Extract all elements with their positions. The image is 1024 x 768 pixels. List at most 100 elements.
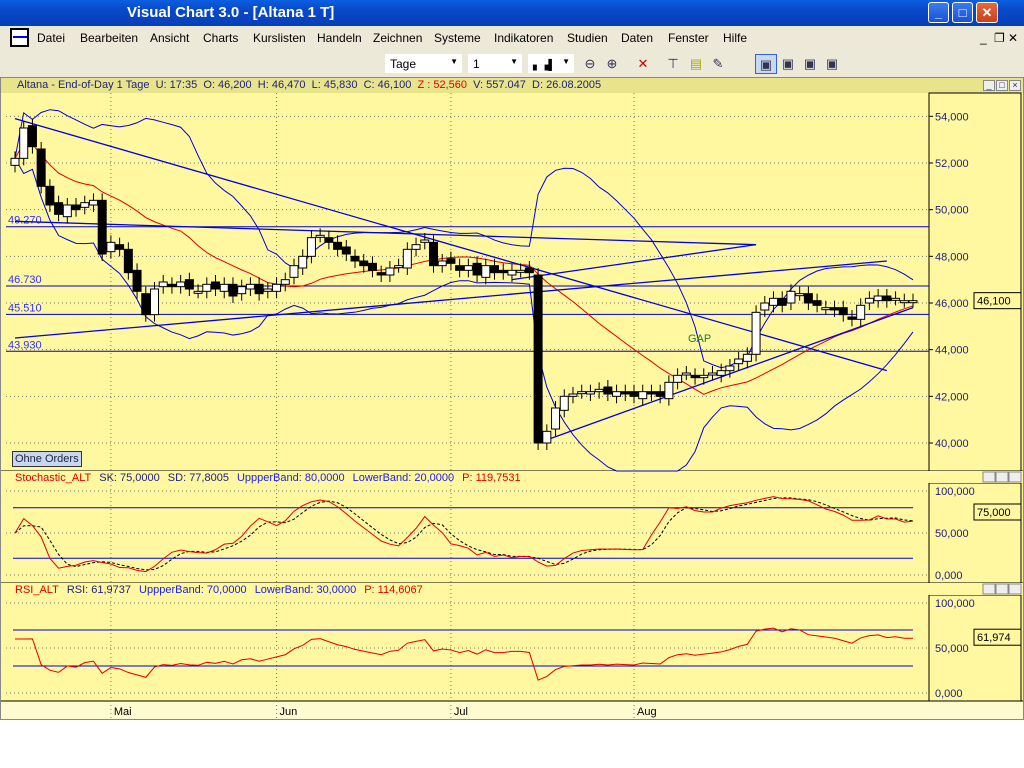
menu-hilfe[interactable]: Hilfe [723, 31, 748, 45]
layout-2-icon[interactable]: ▣ [781, 56, 795, 71]
gap-label: GAP [688, 333, 711, 345]
candle-body [411, 244, 421, 250]
month-label: Jun [280, 706, 298, 718]
pane-control [995, 471, 1009, 483]
menu-handeln[interactable]: Handeln [317, 31, 362, 45]
trendline [14, 220, 757, 246]
candle-body [367, 262, 377, 271]
maximize-button[interactable]: □ [952, 2, 973, 23]
candle-body [446, 258, 456, 264]
window-title: Visual Chart 3.0 - [Altana 1 T] [127, 4, 335, 21]
month-label: Jul [454, 706, 468, 718]
mdi-minimize[interactable]: _ [980, 31, 987, 45]
menu-zeichnen[interactable]: Zeichnen [373, 31, 423, 45]
y-tick-label: 46,000 [935, 298, 969, 310]
candle-body [742, 353, 752, 362]
select-icon[interactable]: ⊤ [667, 56, 679, 71]
candle-body [664, 381, 674, 400]
candle-body [298, 255, 308, 269]
menu-fenster[interactable]: Fenster [668, 31, 709, 45]
indicator-header-p: P: 119,7531 [462, 472, 521, 484]
toolbar: Tage ▼ 1 ▼ ▖▗▌ ▼ ⊖ ⊕ ✕ ⊤ ▤ ✎ ▣ ▣ ▣ ▣ [0, 51, 1024, 77]
update-time: U: 17:35 [155, 79, 198, 91]
close-button[interactable]: ✕ [976, 2, 998, 23]
mdi-restore[interactable]: ❐ [994, 31, 1005, 45]
candle-body [690, 374, 700, 379]
crosshair-icon[interactable]: ✕ [637, 56, 649, 71]
candle-body [272, 283, 282, 292]
menu-kurslisten[interactable]: Kurslisten [253, 31, 306, 45]
menu-studien[interactable]: Studien [567, 31, 608, 45]
y-tick-label: 44,000 [935, 345, 969, 357]
time-axis-bg [1, 701, 1023, 719]
period-select[interactable]: Tage ▼ [385, 54, 462, 73]
candle-body [167, 283, 177, 288]
panel-header-bg [1, 471, 1023, 483]
menu-indikatoren[interactable]: Indikatoren [494, 31, 554, 45]
candle-body [673, 374, 683, 383]
candle-body [638, 391, 648, 400]
menu-daten[interactable]: Daten [621, 31, 654, 45]
menu-ansicht[interactable]: Ansicht [150, 31, 190, 45]
bollinger-lower-line [14, 158, 914, 472]
chart-type-select[interactable]: ▖▗▌ ▼ [528, 54, 574, 73]
menu-datei[interactable]: Datei [37, 31, 66, 45]
candle-body [620, 391, 630, 395]
interval-select[interactable]: 1 ▼ [468, 54, 522, 73]
panel-header-bg [1, 583, 1023, 595]
candle-body [123, 248, 133, 274]
candle-body [629, 391, 639, 397]
candle-body [228, 283, 238, 297]
zoom-in-icon[interactable]: ⊕ [606, 56, 618, 71]
indicator-header-name: RSI_ALT [15, 584, 59, 596]
candle-body [420, 239, 430, 243]
pane-control [982, 471, 996, 483]
date-value: D: 26.08.2005 [532, 79, 602, 91]
candle-body [795, 293, 805, 297]
rsi-line [15, 627, 913, 681]
candle-body [394, 265, 404, 269]
horizontal-line-label: 49.270 [8, 215, 42, 227]
layout-4-icon[interactable]: ▣ [825, 56, 839, 71]
candle-body [219, 283, 229, 292]
mdi-close[interactable]: ✕ [1008, 31, 1019, 45]
candle-body [734, 358, 744, 365]
pen-color-icon[interactable]: ✎ [712, 56, 724, 71]
y-tick-label: 48,000 [935, 251, 969, 263]
chart-header: Altana - End-of-Day 1 Tage U: 17:35 O: 4… [1, 78, 1023, 93]
price-axis-0 [928, 92, 1022, 472]
month-label: Mai [114, 706, 132, 718]
app-icon[interactable] [10, 28, 29, 47]
chevron-down-icon: ▼ [562, 57, 570, 66]
minimize-button[interactable]: _ [928, 2, 949, 23]
indicator-header-sk: SK: 75,0000 [99, 472, 160, 484]
orders-button[interactable]: Ohne Orders [12, 451, 82, 467]
zoom-out-icon[interactable]: ⊖ [584, 56, 596, 71]
pane-close[interactable]: × [1009, 80, 1021, 91]
menu-bearbeiten[interactable]: Bearbeiten [80, 31, 139, 45]
pane-control [1008, 471, 1022, 483]
pane-minimize[interactable]: _ [983, 80, 995, 91]
candle-body [786, 290, 796, 304]
y-tick-label: 0,000 [935, 570, 963, 582]
indicator-header-p: P: 114,6067 [364, 584, 423, 596]
candle-body [193, 290, 203, 294]
candle-body [333, 241, 343, 250]
candle-body [306, 237, 316, 257]
y-tick-label: 50,000 [935, 643, 969, 655]
trendline [14, 118, 888, 372]
note-icon[interactable]: ▤ [689, 56, 703, 71]
candle-body [106, 241, 116, 253]
menu-charts[interactable]: Charts [203, 31, 239, 45]
indicator-header-sd: SD: 77,8005 [168, 472, 229, 484]
menu-systeme[interactable]: Systeme [434, 31, 481, 45]
chart-canvas[interactable]: 54,000 52,000 50,000 48,000 46,000 44,000 42,0… [1, 78, 1023, 719]
layout-3-icon[interactable]: ▣ [803, 56, 817, 71]
y-tick-label: 100,000 [935, 486, 975, 498]
candle-body [350, 255, 360, 262]
pane-maximize[interactable]: □ [996, 80, 1008, 91]
candle-body [490, 265, 500, 274]
candle-body [315, 234, 325, 238]
candle-body [899, 300, 909, 304]
layout-1-icon[interactable]: ▣ [755, 54, 777, 74]
